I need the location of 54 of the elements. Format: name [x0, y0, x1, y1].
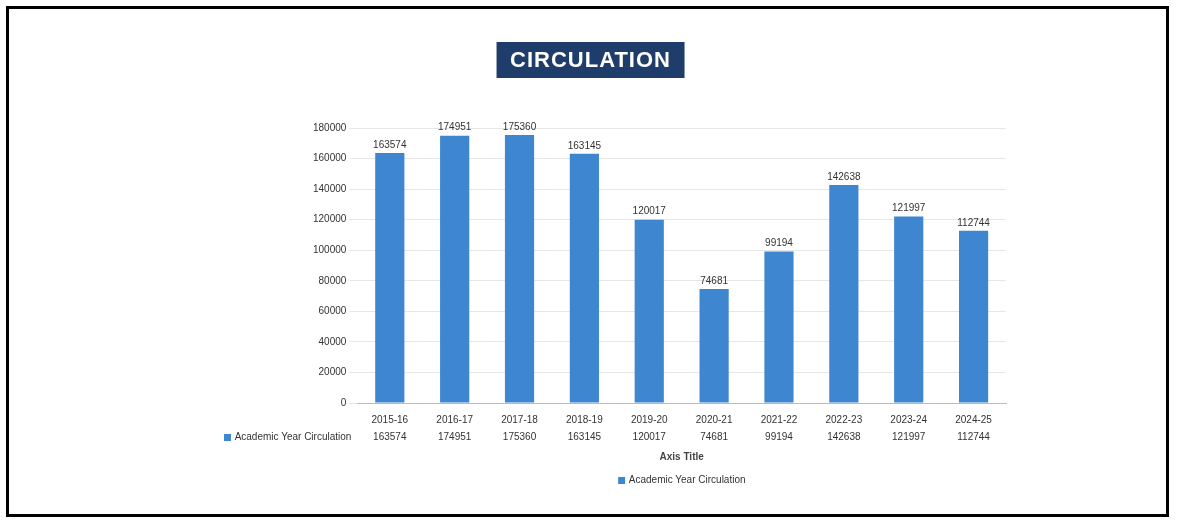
y-tick-label: 20000	[318, 366, 347, 378]
x-tick-label: 2022-23	[825, 413, 863, 425]
bar	[375, 153, 405, 403]
data-label: 99194	[765, 237, 794, 249]
x-tick-label: 2019-20	[630, 413, 669, 425]
x-tick-label: 2023-24	[890, 413, 928, 425]
y-tick-label: 140000	[312, 182, 347, 194]
x-tick-label: 2016-17	[436, 413, 474, 425]
chart-title: CIRCULATION	[496, 42, 685, 78]
x-axis-title: Axis Title	[659, 450, 705, 462]
text: 174951	[437, 430, 472, 442]
bar	[569, 153, 599, 403]
text: 121997	[892, 430, 926, 442]
text: 163574	[373, 430, 407, 442]
text: 142638	[827, 430, 861, 442]
text: 163145	[567, 430, 602, 442]
x-tick-label: 2024-25	[955, 413, 993, 425]
data-label: 163145	[567, 139, 602, 151]
data-label: 175360	[502, 120, 537, 132]
text: 99194	[765, 430, 794, 442]
y-tick-label: 40000	[318, 335, 347, 347]
y-tick-label: 80000	[318, 274, 347, 286]
text: 175360	[502, 430, 537, 442]
data-label: 142638	[827, 170, 861, 182]
x-tick-label: 2018-19	[566, 413, 604, 425]
bar	[764, 251, 794, 403]
data-label: 112744	[957, 216, 991, 228]
data-label: 174951	[437, 121, 472, 133]
x-tick-label: 2015-16	[371, 413, 409, 425]
y-tick-label: 60000	[318, 305, 347, 317]
bar	[894, 216, 924, 403]
bar	[699, 288, 729, 403]
bar	[440, 135, 470, 403]
bar	[829, 185, 859, 403]
y-tick-label: 100000	[312, 243, 347, 255]
y-tick-label: 160000	[312, 152, 347, 164]
text: 112744	[957, 430, 991, 442]
text: Academic Year Circulation	[628, 474, 746, 485]
y-tick-label: 120000	[312, 213, 347, 225]
y-tick-label: 0	[340, 396, 347, 408]
x-tick-label: 2017-18	[501, 413, 539, 425]
data-label: 74681	[700, 274, 729, 286]
data-label: 121997	[892, 202, 926, 214]
x-tick-label: 2020-21	[695, 413, 733, 425]
bar	[504, 135, 535, 403]
x-tick-label: 2021-22	[760, 413, 798, 425]
data-label: 120017	[632, 205, 667, 217]
bar	[634, 219, 664, 403]
text: 74681	[700, 430, 729, 442]
text: 120017	[632, 430, 667, 442]
bar	[958, 230, 989, 403]
data-label: 163574	[373, 138, 407, 150]
y-tick-label: 180000	[312, 121, 347, 133]
legend-label: Academic Year Circulation	[234, 431, 352, 442]
